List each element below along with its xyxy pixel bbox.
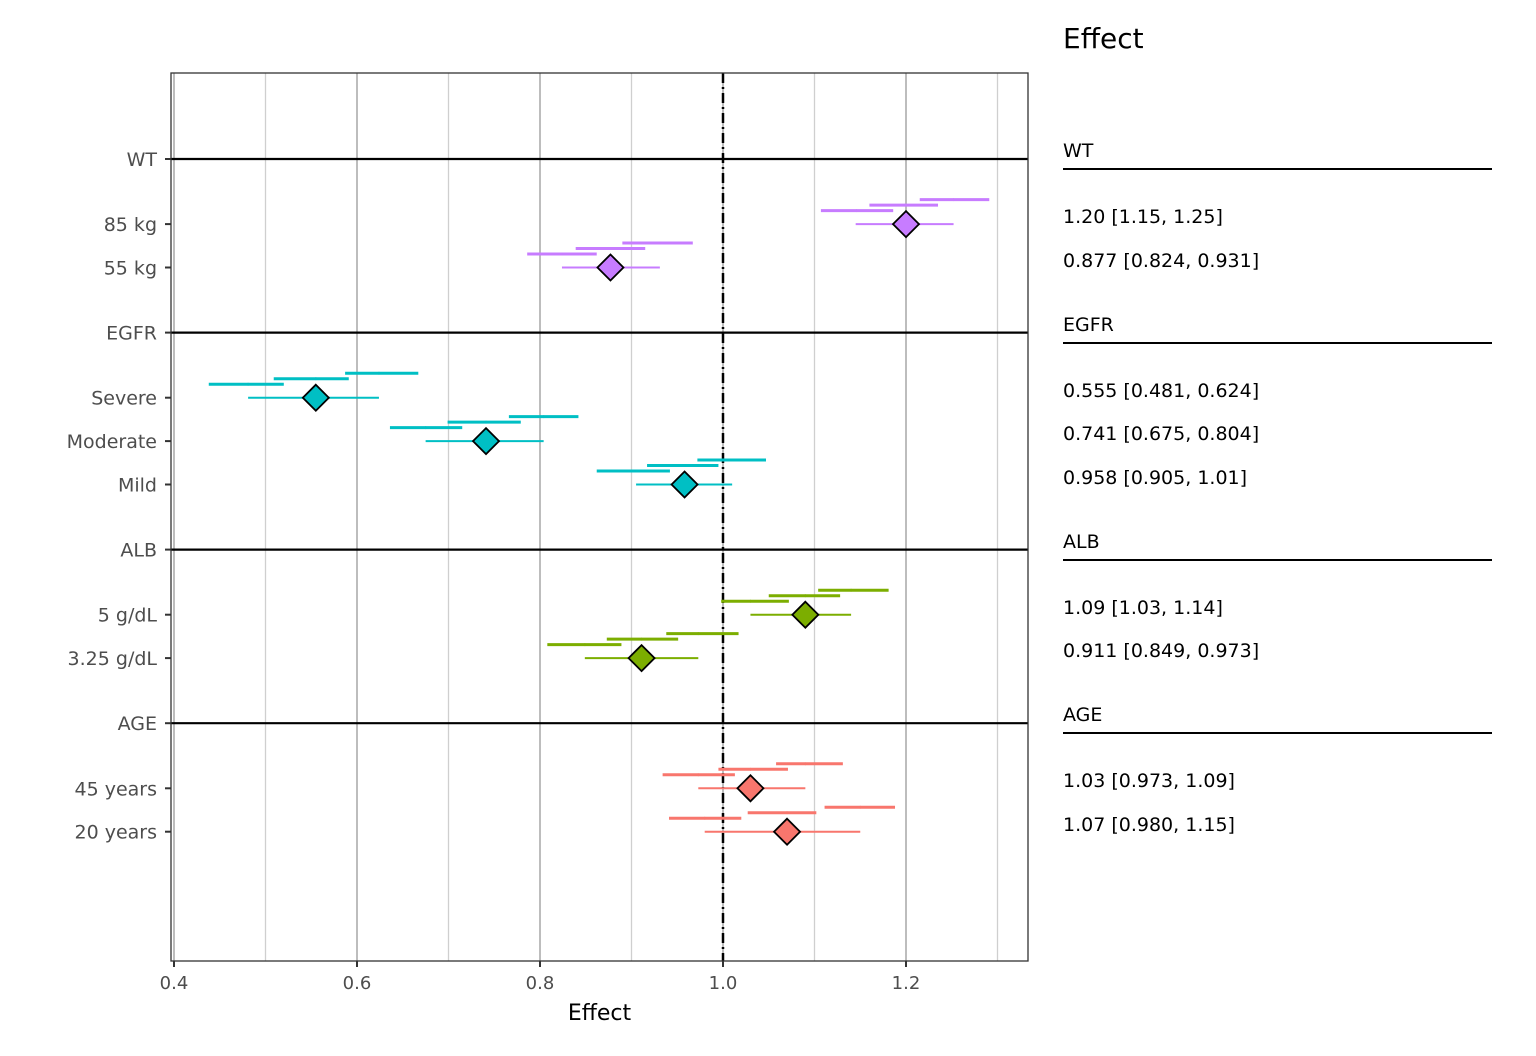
table-value: 0.877 [0.824, 0.931]: [1063, 249, 1260, 272]
panel-border: [170, 72, 1029, 962]
row-label: 3.25 g/dL: [68, 648, 158, 670]
x-tick-label: 0.4: [160, 973, 189, 994]
x-tick-label: 1.2: [892, 973, 921, 994]
table-title: Effect: [1063, 22, 1144, 55]
point-estimate-diamond: [670, 470, 699, 499]
x-tick-label: 0.6: [343, 973, 372, 994]
point-estimate-diamond: [736, 774, 765, 803]
row-label: Moderate: [67, 431, 157, 453]
point-estimate-diamond: [791, 600, 820, 629]
row-label: 20 years: [74, 822, 157, 844]
point-estimate-diamond: [471, 426, 501, 456]
row-label: 55 kg: [104, 258, 157, 280]
table-value: 0.911 [0.849, 0.973]: [1063, 640, 1260, 663]
point-estimate-diamond: [627, 643, 656, 673]
row-label: 45 years: [74, 778, 157, 800]
point-estimate-diamond: [301, 383, 331, 412]
point-estimate-diamond: [596, 253, 625, 282]
table-value: 1.09 [1.03, 1.14]: [1063, 596, 1223, 619]
point-estimate-diamond: [891, 209, 921, 239]
x-tick-label: 0.8: [526, 973, 555, 994]
row-label: Severe: [91, 388, 157, 410]
point-estimate-diamond: [772, 817, 802, 846]
table-group-header: AGE: [1063, 704, 1492, 735]
table-value: 0.555 [0.481, 0.624]: [1063, 379, 1260, 402]
table-value: 1.03 [0.973, 1.09]: [1063, 770, 1235, 793]
table-group-header: ALB: [1063, 531, 1492, 561]
table-value: 1.20 [1.15, 1.25]: [1063, 206, 1223, 229]
table-value: 1.07 [0.980, 1.15]: [1063, 813, 1235, 836]
group-label: EGFR: [106, 323, 157, 345]
group-label: WT: [127, 149, 158, 171]
group-label: ALB: [120, 540, 157, 562]
table-value: 0.958 [0.905, 1.01]: [1063, 466, 1248, 489]
row-label: 5 g/dL: [98, 605, 158, 627]
row-label: Mild: [118, 475, 157, 497]
table-value: 0.741 [0.675, 0.804]: [1063, 423, 1260, 446]
group-label: AGE: [118, 713, 157, 735]
x-tick-label: 1.0: [709, 973, 738, 994]
x-axis-label: Effect: [568, 1001, 632, 1026]
table-group-header: EGFR: [1063, 314, 1492, 344]
table-group-header: WT: [1063, 140, 1492, 170]
row-label: 85 kg: [104, 214, 157, 236]
